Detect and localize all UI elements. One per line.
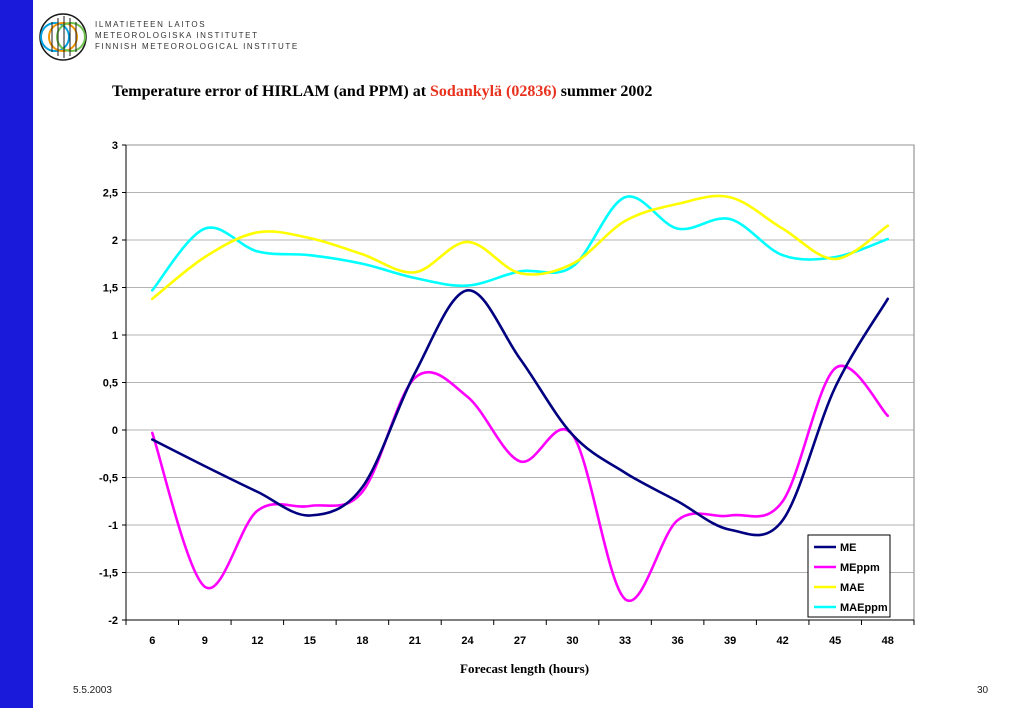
- institute-line-sv: METEOROLOGISKA INSTITUTET: [95, 31, 259, 40]
- x-tick-label: 9: [202, 635, 208, 647]
- y-tick-label: 0,5: [103, 378, 118, 390]
- fmi-logo: [39, 13, 87, 61]
- y-tick-label: 3: [112, 140, 118, 152]
- x-tick-label: 30: [566, 635, 578, 647]
- legend-label-maeppm: MAEppm: [840, 602, 888, 614]
- x-tick-label: 18: [356, 635, 368, 647]
- footer-date: 5.5.2003: [73, 685, 112, 696]
- x-tick-label: 24: [461, 635, 474, 647]
- institute-line-fi: ILMATIETEEN LAITOS: [95, 20, 207, 29]
- series-line-mae: [150, 194, 890, 301]
- chart-title-part1: Temperature error of HIRLAM (and PPM) at: [112, 83, 431, 100]
- x-tick-label: 36: [671, 635, 683, 647]
- x-tick-label: 6: [149, 635, 155, 647]
- y-tick-label: -2: [108, 615, 118, 627]
- y-tick-label: 1,5: [103, 283, 118, 295]
- series-line-me: [150, 289, 890, 537]
- chart-title-part3: summer 2002: [556, 83, 653, 100]
- y-tick-label: 2: [112, 235, 118, 247]
- x-axis-label: Forecast length (hours): [460, 661, 590, 676]
- x-tick-label: 45: [829, 635, 841, 647]
- x-tick-label: 15: [304, 635, 316, 647]
- y-tick-label: -1: [108, 520, 118, 532]
- institute-line-en: FINNISH METEOROLOGICAL INSTITUTE: [95, 42, 299, 51]
- left-sidebar-stripe: [0, 0, 33, 708]
- x-tick-label: 27: [514, 635, 526, 647]
- legend-label-meppm: MEppm: [840, 562, 880, 574]
- x-tick-label: 12: [251, 635, 263, 647]
- chart-title-station: Sodankylä (02836): [430, 83, 557, 100]
- y-tick-label: -1,5: [99, 568, 118, 580]
- footer-page-number: 30: [977, 685, 989, 696]
- legend-label-me: ME: [840, 542, 857, 554]
- y-tick-label: 2,5: [103, 188, 118, 200]
- x-tick-label: 21: [409, 635, 421, 647]
- x-tick-label: 42: [777, 635, 789, 647]
- y-tick-label: 0: [112, 425, 118, 437]
- x-tick-label: 33: [619, 635, 631, 647]
- legend-label-mae: MAE: [840, 582, 864, 594]
- y-tick-label: -0,5: [99, 473, 118, 485]
- y-tick-label: 1: [112, 330, 118, 342]
- chart-title: Temperature error of HIRLAM (and PPM) at…: [112, 83, 652, 101]
- series-line-meppm: [150, 364, 890, 603]
- institute-name: ILMATIETEEN LAITOS METEOROLOGISKA INSTIT…: [95, 19, 299, 52]
- series-line-maeppm: [150, 195, 890, 292]
- legend-box: [807, 534, 891, 618]
- x-tick-label: 39: [724, 635, 736, 647]
- x-tick-label: 48: [882, 635, 894, 647]
